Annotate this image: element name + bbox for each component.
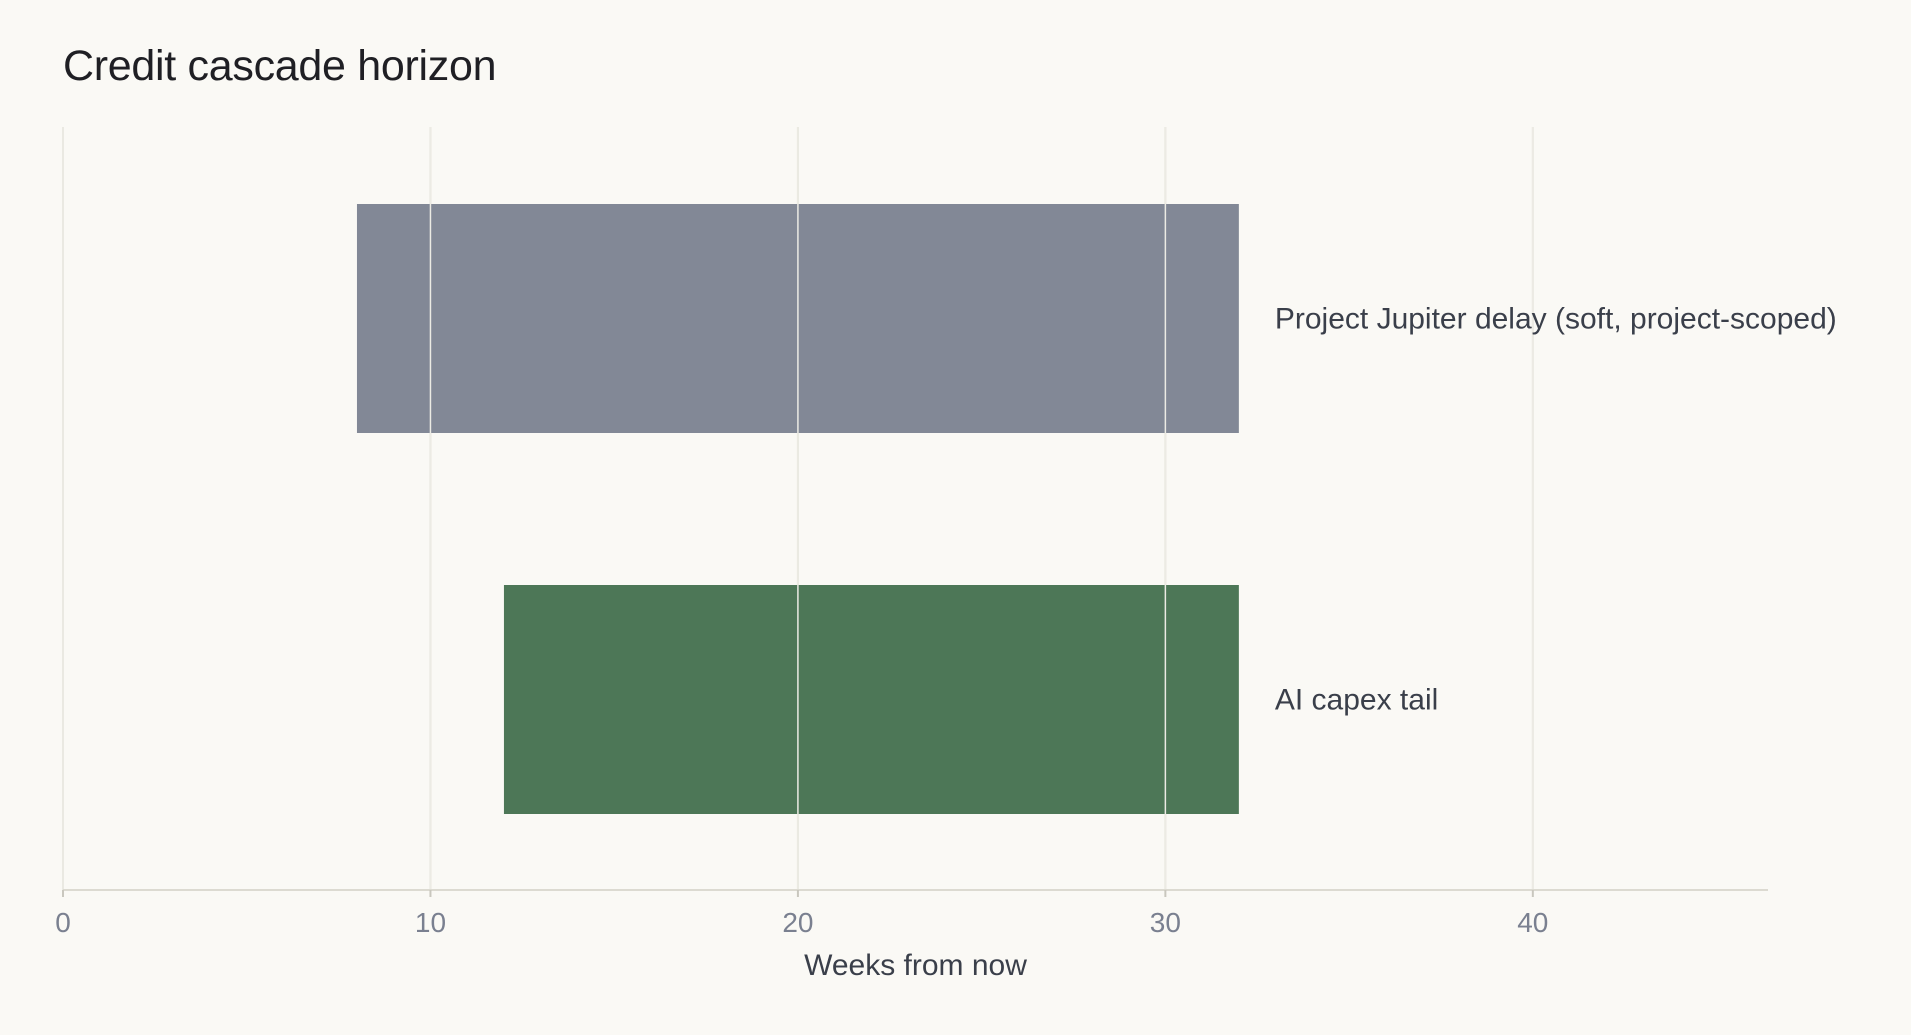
- bar-labels: Project Jupiter delay (soft, project-sco…: [1275, 303, 1837, 717]
- x-axis-title: Weeks from now: [804, 949, 1027, 982]
- x-tick-label-40: 40: [1517, 907, 1548, 938]
- x-tick-label-0: 0: [55, 907, 71, 938]
- x-tick-label-10: 10: [415, 907, 446, 938]
- x-axis: 0 10 20 30 40: [55, 889, 1768, 938]
- bar-2: [503, 585, 1239, 814]
- x-tick-label-20: 20: [782, 907, 813, 938]
- bar-label-1: Project Jupiter delay (soft, project-sco…: [1275, 303, 1837, 336]
- x-tick-label-30: 30: [1150, 907, 1181, 938]
- bar-label-2: AI capex tail: [1275, 684, 1438, 717]
- gridline-overlay: [62, 127, 1534, 890]
- chart-title: Credit cascade horizon: [63, 42, 497, 90]
